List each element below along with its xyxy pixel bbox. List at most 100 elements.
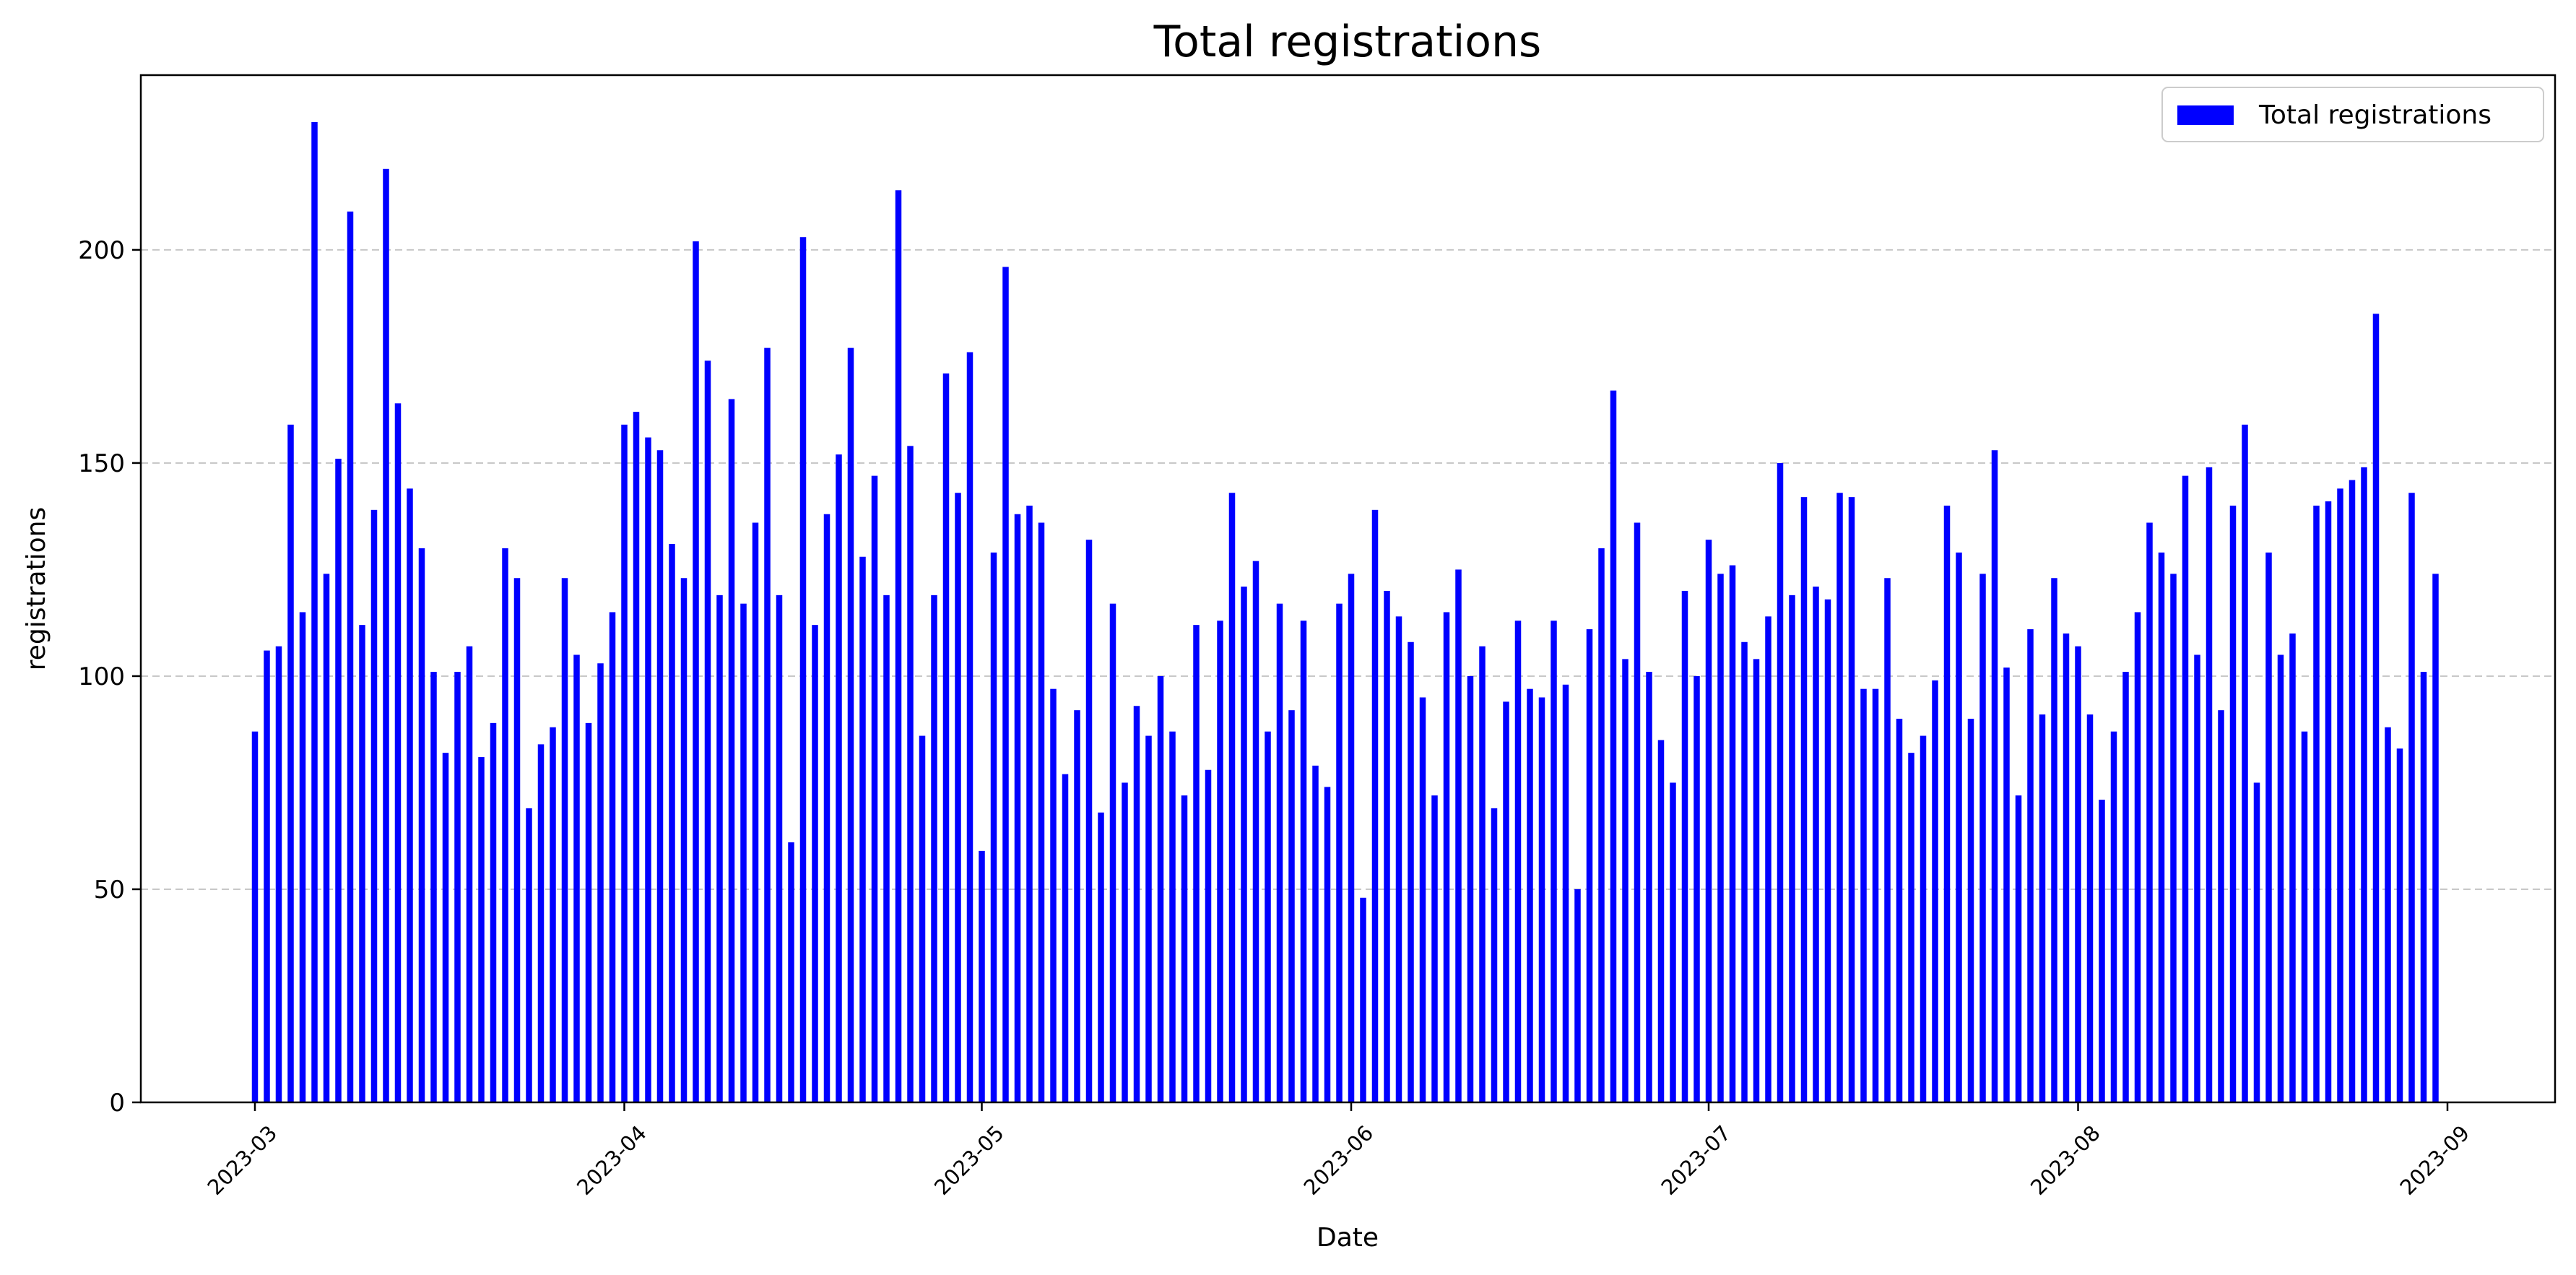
bar: [1324, 787, 1331, 1102]
bar: [1800, 497, 1808, 1102]
bar: [454, 672, 461, 1102]
bar: [2408, 493, 2415, 1102]
bar: [407, 488, 413, 1102]
bar: [740, 603, 747, 1102]
bar: [550, 727, 556, 1102]
bar: [656, 450, 664, 1102]
bar: [359, 625, 365, 1102]
bar: [2372, 314, 2380, 1102]
bar: [871, 475, 878, 1102]
bar: [1943, 505, 1951, 1102]
bar: [2086, 714, 2094, 1102]
bar: [621, 424, 628, 1102]
legend-box: [2161, 87, 2544, 142]
bar: [1956, 552, 1962, 1102]
bar: [1276, 603, 1283, 1102]
bar: [799, 237, 807, 1103]
bar: [1920, 735, 1927, 1102]
bar: [251, 731, 259, 1102]
bar: [383, 168, 389, 1102]
bar: [1514, 621, 1522, 1102]
bar: [2432, 574, 2439, 1102]
bar: [2158, 552, 2165, 1102]
bar: [1002, 267, 1009, 1102]
bar: [2301, 731, 2308, 1102]
bar: [1050, 688, 1057, 1102]
bar: [2337, 488, 2343, 1102]
bar: [1789, 595, 1795, 1102]
bar: [2229, 505, 2237, 1102]
y-tick-label: 0: [109, 1089, 125, 1118]
bar: [2361, 467, 2367, 1102]
bar: [1348, 574, 1355, 1102]
y-tick-label: 100: [78, 662, 125, 691]
bar: [1228, 493, 1236, 1102]
bar: [323, 574, 330, 1102]
bar: [370, 509, 378, 1102]
bar: [609, 612, 616, 1102]
bar: [645, 437, 651, 1102]
bar: [430, 672, 437, 1102]
bar: [1646, 672, 1652, 1102]
bar: [597, 663, 604, 1102]
bar: [1729, 565, 1736, 1102]
bar: [1991, 450, 1998, 1102]
bar: [2265, 552, 2272, 1102]
bar: [2075, 646, 2081, 1102]
bar: [1908, 753, 1914, 1102]
bar: [1872, 688, 1879, 1102]
bar: [1932, 680, 1938, 1102]
bar: [1527, 688, 1533, 1102]
bar: [2385, 727, 2391, 1102]
grid-lines: [141, 248, 2555, 890]
bar: [1336, 603, 1343, 1102]
bar: [1884, 578, 1891, 1102]
bar: [907, 446, 914, 1102]
bar: [1169, 731, 1176, 1102]
bar: [836, 454, 842, 1102]
chart-title: Total registrations: [1153, 17, 1542, 67]
bar: [764, 347, 771, 1102]
bar: [1074, 710, 1080, 1102]
bar: [513, 578, 521, 1102]
bar: [919, 735, 926, 1102]
bar: [1479, 646, 1486, 1102]
bar: [264, 650, 270, 1102]
bar: [847, 347, 854, 1102]
bar: [1538, 697, 1545, 1102]
bar: [2218, 710, 2224, 1102]
bar: [2194, 654, 2200, 1102]
bar: [502, 548, 508, 1102]
legend-swatch: [2177, 105, 2234, 125]
bar: [704, 360, 711, 1103]
bar: [1157, 675, 1164, 1102]
bar: [2170, 574, 2177, 1102]
bar: [883, 595, 890, 1102]
bar: [2110, 731, 2117, 1102]
bar: [859, 556, 866, 1102]
bar: [942, 373, 950, 1102]
bar: [394, 403, 402, 1102]
y-tick-label: 150: [78, 449, 125, 478]
bar: [1300, 621, 1307, 1102]
bar: [1265, 731, 1271, 1102]
bar: [680, 578, 688, 1102]
bar: [2325, 501, 2332, 1102]
bar: [1384, 590, 1390, 1102]
bar: [1252, 561, 1259, 1102]
bar: [1634, 522, 1641, 1102]
bar: [2039, 714, 2046, 1102]
bar: [2349, 480, 2356, 1102]
bar: [2313, 505, 2320, 1102]
bar: [633, 412, 640, 1102]
bar: [1360, 897, 1366, 1102]
bar: [1085, 540, 1093, 1102]
bar: [979, 850, 985, 1102]
bar: [466, 646, 473, 1102]
plot-frame: [139, 74, 2557, 1104]
bar: [752, 522, 759, 1102]
bar: [1241, 587, 1247, 1102]
bar: [2253, 782, 2260, 1102]
bar: [1610, 390, 1617, 1102]
bar: [966, 352, 973, 1102]
